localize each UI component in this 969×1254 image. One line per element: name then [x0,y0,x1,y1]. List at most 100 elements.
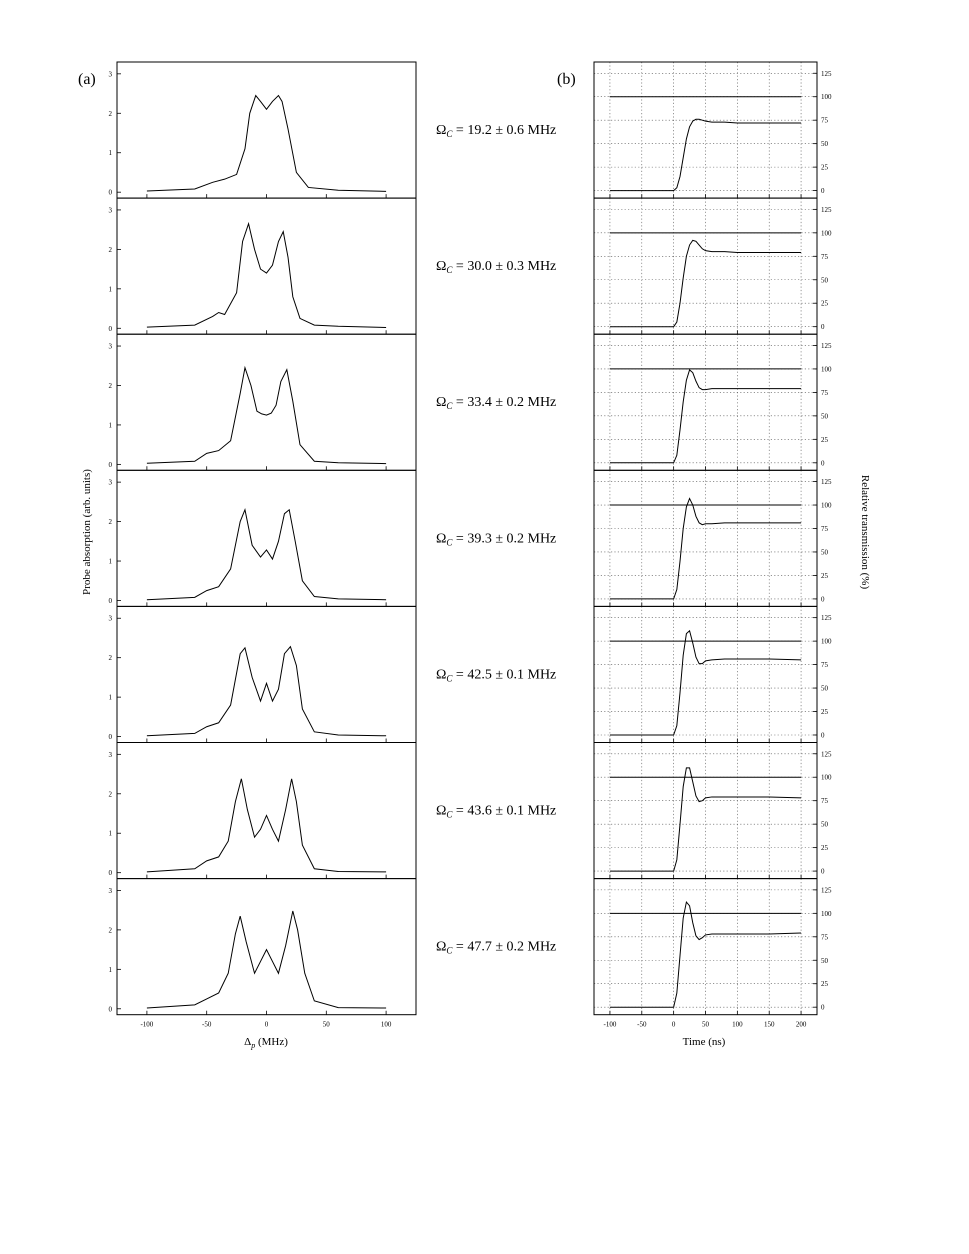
omega-symbol: Ω [436,804,446,819]
y-tick-label: 3 [109,615,113,623]
transmission-trace [609,368,802,464]
x-axis-subscript: p [250,1041,255,1050]
x-axis-symbol: Δ [244,1036,251,1048]
omega-value: = 43.6 ± 0.1 MHz [452,804,556,819]
transient-subplot-2: 0 25 50 75 100 125 [593,197,832,335]
subplot-frame [593,878,818,1016]
x-tick-label: 0 [265,1021,269,1029]
y-tick-label: 1 [109,421,113,429]
y-tick-label: 75 [821,661,829,669]
x-tick-label: 200 [796,1021,807,1029]
y-tick-label: 25 [821,980,829,988]
y-tick-label: 0 [821,187,825,195]
panel-a-y-axis-title: Probe absorption (arb. units) [81,469,93,595]
transmission-trace [609,629,802,736]
spectrum-subplot-2: 0 1 2 3 [109,197,417,335]
omega-subscript: C [446,673,453,683]
y-tick-label: 50 [821,276,829,284]
omega-value: = 30.0 ± 0.3 MHz [452,259,556,274]
y-tick-label: 100 [821,774,832,782]
y-tick-label: 3 [109,343,113,351]
spectrum-subplot-4: 0 1 2 3 [109,469,417,607]
y-tick-label: 50 [821,548,829,556]
omega-subscript: C [446,537,453,547]
y-tick-label: 0 [109,1005,113,1013]
absorption-trace [146,94,387,192]
omega-value: = 39.3 ± 0.2 MHz [452,531,556,546]
y-tick-label: 0 [821,323,825,331]
panel-b-label: (b) [557,71,576,88]
y-tick-label: 0 [109,461,113,469]
transmission-trace [609,900,802,1008]
y-tick-label: 0 [821,868,825,876]
y-tick-label: 0 [821,459,825,467]
transient-subplot-6: 0 25 50 75 100 125 [593,742,832,880]
y-tick-label: 100 [821,910,832,918]
y-tick-label: 125 [821,614,832,622]
transient-subplot-3: 0 25 50 75 100 125 [593,333,832,471]
absorption-trace [146,221,387,328]
y-tick-label: 0 [109,733,113,741]
omega-symbol: Ω [436,667,446,682]
panel-b-y-axis-title: Relative transmission (%) [859,475,871,590]
absorption-trace [146,910,387,1009]
y-tick-label: 0 [821,595,825,603]
y-tick-label: 125 [821,342,832,350]
subplot-frame [116,197,417,335]
x-tick-label: -100 [140,1021,153,1029]
y-tick-label: 0 [109,325,113,333]
y-tick-label: 3 [109,206,113,214]
omega-value: = 47.7 ± 0.2 MHz [452,940,556,955]
y-tick-label: 0 [109,869,113,877]
y-tick-label: 0 [109,189,113,197]
omega-value: = 33.4 ± 0.2 MHz [452,395,556,410]
y-tick-label: 2 [109,926,113,934]
y-tick-label: 2 [109,246,113,254]
subplot-frame [116,878,417,1016]
x-tick-label: 100 [732,1021,743,1029]
y-tick-label: 1 [109,558,113,566]
transient-subplot-4: 0 25 50 75 100 125 [593,469,832,607]
absorption-trace [146,365,387,465]
y-tick-label: 2 [109,654,113,662]
subplot-frame [116,61,417,199]
x-tick-label: 100 [381,1021,392,1029]
omega-label-2: ΩC = 30.0 ± 0.3 MHz [436,259,556,275]
y-tick-label: 50 [821,957,829,965]
y-tick-label: 3 [109,70,113,78]
y-tick-label: 25 [821,300,829,308]
spectrum-subplot-3: 0 1 2 3 [109,333,417,471]
x-tick-label: -50 [637,1021,647,1029]
y-tick-label: 25 [821,436,829,444]
y-tick-label: 100 [821,229,832,237]
y-tick-label: 125 [821,70,832,78]
omega-label-1: ΩC = 19.2 ± 0.6 MHz [436,123,556,139]
omega-subscript: C [446,265,453,275]
y-tick-label: 25 [821,164,829,172]
y-tick-label: 50 [821,140,829,148]
omega-value: = 19.2 ± 0.6 MHz [452,123,556,138]
y-tick-label: 50 [821,821,829,829]
panel-b-transmission-transients: 0255075100125025507510012502550751001250… [593,61,832,1029]
omega-label-3: ΩC = 33.4 ± 0.2 MHz [436,395,556,411]
subplot-frame [116,469,417,607]
omega-symbol: Ω [436,259,446,274]
subplot-frame [116,605,417,744]
y-tick-label: 3 [109,887,113,895]
y-tick-label: 3 [109,751,113,759]
y-tick-label: 100 [821,502,832,510]
omega-symbol: Ω [436,531,446,546]
y-tick-label: 0 [821,731,825,739]
y-tick-label: 25 [821,708,829,716]
y-tick-label: 100 [821,93,832,101]
absorption-trace [146,645,387,737]
omega-subscript: C [446,401,453,411]
y-tick-label: 125 [821,886,832,894]
y-tick-label: 50 [821,685,829,693]
y-tick-label: 25 [821,844,829,852]
panel-a-label: (a) [78,71,96,88]
omega-subscript: C [446,129,453,139]
transmission-trace [609,118,802,192]
y-tick-label: 75 [821,117,829,125]
